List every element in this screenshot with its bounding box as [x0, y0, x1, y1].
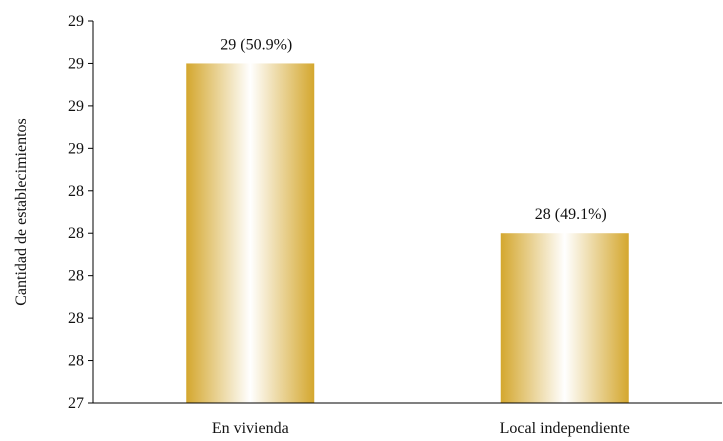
y-axis-ticks: 27 28 28 28 28 28 29 29 29 29 [68, 13, 93, 412]
bar-data-label: 29 (50.9%) [220, 36, 292, 53]
bars [186, 63, 629, 403]
y-tick-label: 28 [68, 183, 84, 200]
y-tick-label: 28 [68, 310, 84, 327]
y-tick-label: 28 [68, 268, 84, 285]
y-tick-label: 29 [68, 13, 84, 30]
data-labels: 29 (50.9%) 28 (49.1%) [220, 36, 606, 223]
x-category-label: Local independiente [500, 420, 630, 437]
bar [186, 63, 315, 403]
y-tick-label: 28 [68, 353, 84, 370]
bar [500, 233, 629, 403]
y-tick-label: 28 [68, 225, 84, 242]
x-axis-labels: En vivienda Local independiente [212, 420, 630, 437]
bar-data-label: 28 (49.1%) [535, 206, 607, 223]
y-tick-label: 29 [68, 98, 84, 115]
y-tick-label: 29 [68, 140, 84, 157]
y-tick-label: 29 [68, 55, 84, 72]
y-tick-label: 27 [68, 395, 84, 412]
x-category-label: En vivienda [212, 420, 289, 437]
y-axis-title: Cantidad de establecimientos [13, 118, 30, 306]
